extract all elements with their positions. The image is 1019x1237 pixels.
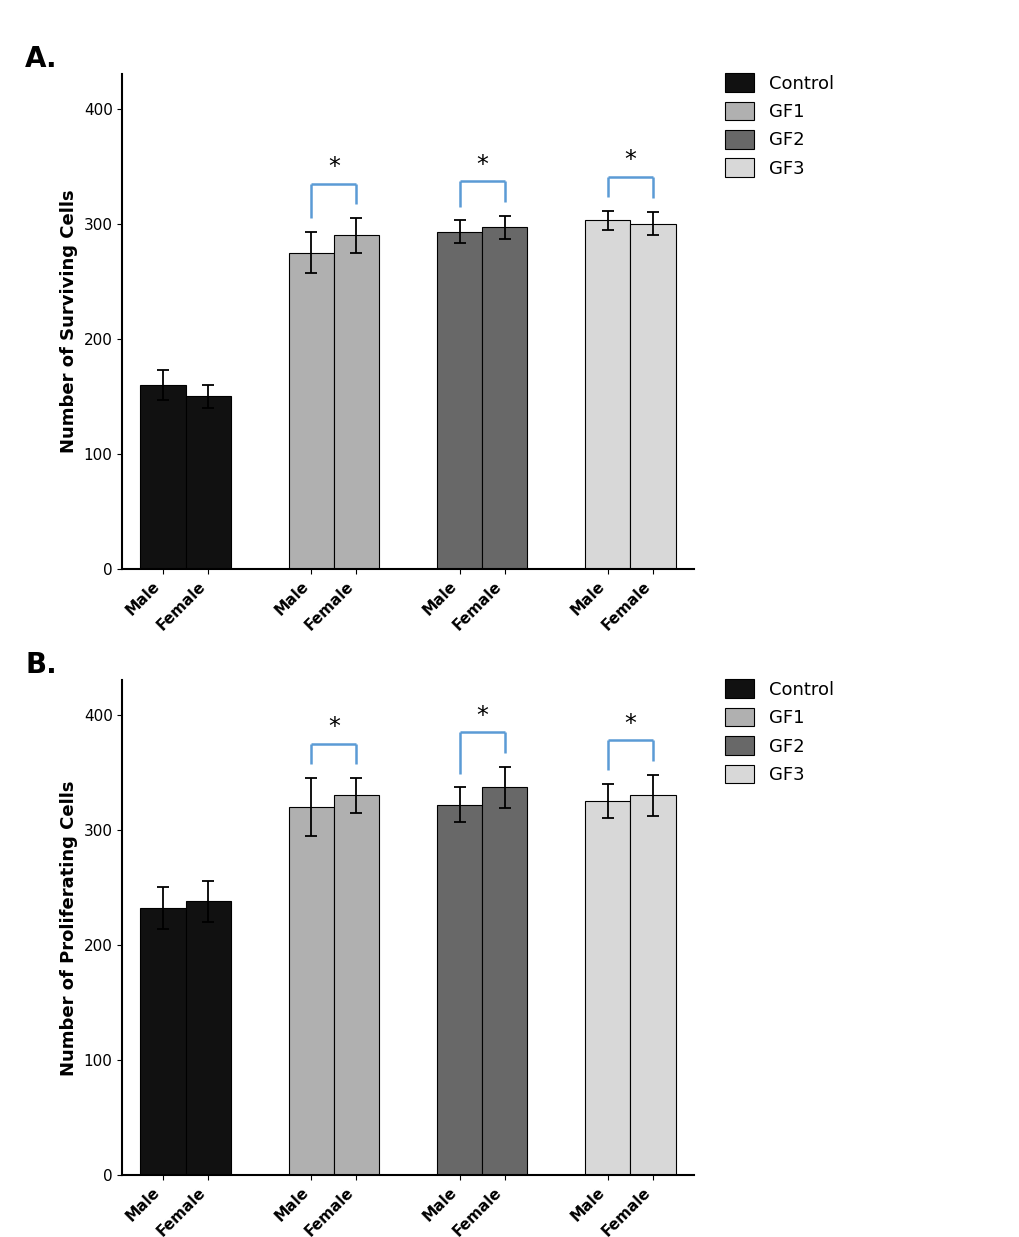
Bar	[288, 807, 333, 1175]
Text: *: *	[476, 704, 488, 727]
Text: *: *	[476, 152, 488, 177]
Bar	[585, 802, 630, 1175]
Y-axis label: Number of Surviving Cells: Number of Surviving Cells	[60, 189, 78, 454]
Bar	[482, 788, 527, 1175]
Bar	[630, 795, 675, 1175]
Text: B.: B.	[25, 651, 57, 679]
Bar	[437, 231, 482, 569]
Text: *: *	[327, 715, 339, 738]
Bar	[288, 252, 333, 569]
Y-axis label: Number of Proliferating Cells: Number of Proliferating Cells	[60, 781, 78, 1075]
Legend: Control, GF1, GF2, GF3: Control, GF1, GF2, GF3	[725, 679, 834, 784]
Bar	[630, 224, 675, 569]
Bar	[333, 235, 378, 569]
Text: *: *	[624, 148, 636, 172]
Bar	[141, 385, 185, 569]
Legend: Control, GF1, GF2, GF3: Control, GF1, GF2, GF3	[725, 73, 834, 178]
Bar	[141, 908, 185, 1175]
Bar	[185, 902, 230, 1175]
Bar	[482, 228, 527, 569]
Text: A.: A.	[25, 45, 58, 73]
Bar	[585, 220, 630, 569]
Text: *: *	[327, 155, 339, 179]
Bar	[185, 396, 230, 569]
Text: *: *	[624, 711, 636, 736]
Bar	[333, 795, 378, 1175]
Bar	[437, 804, 482, 1175]
